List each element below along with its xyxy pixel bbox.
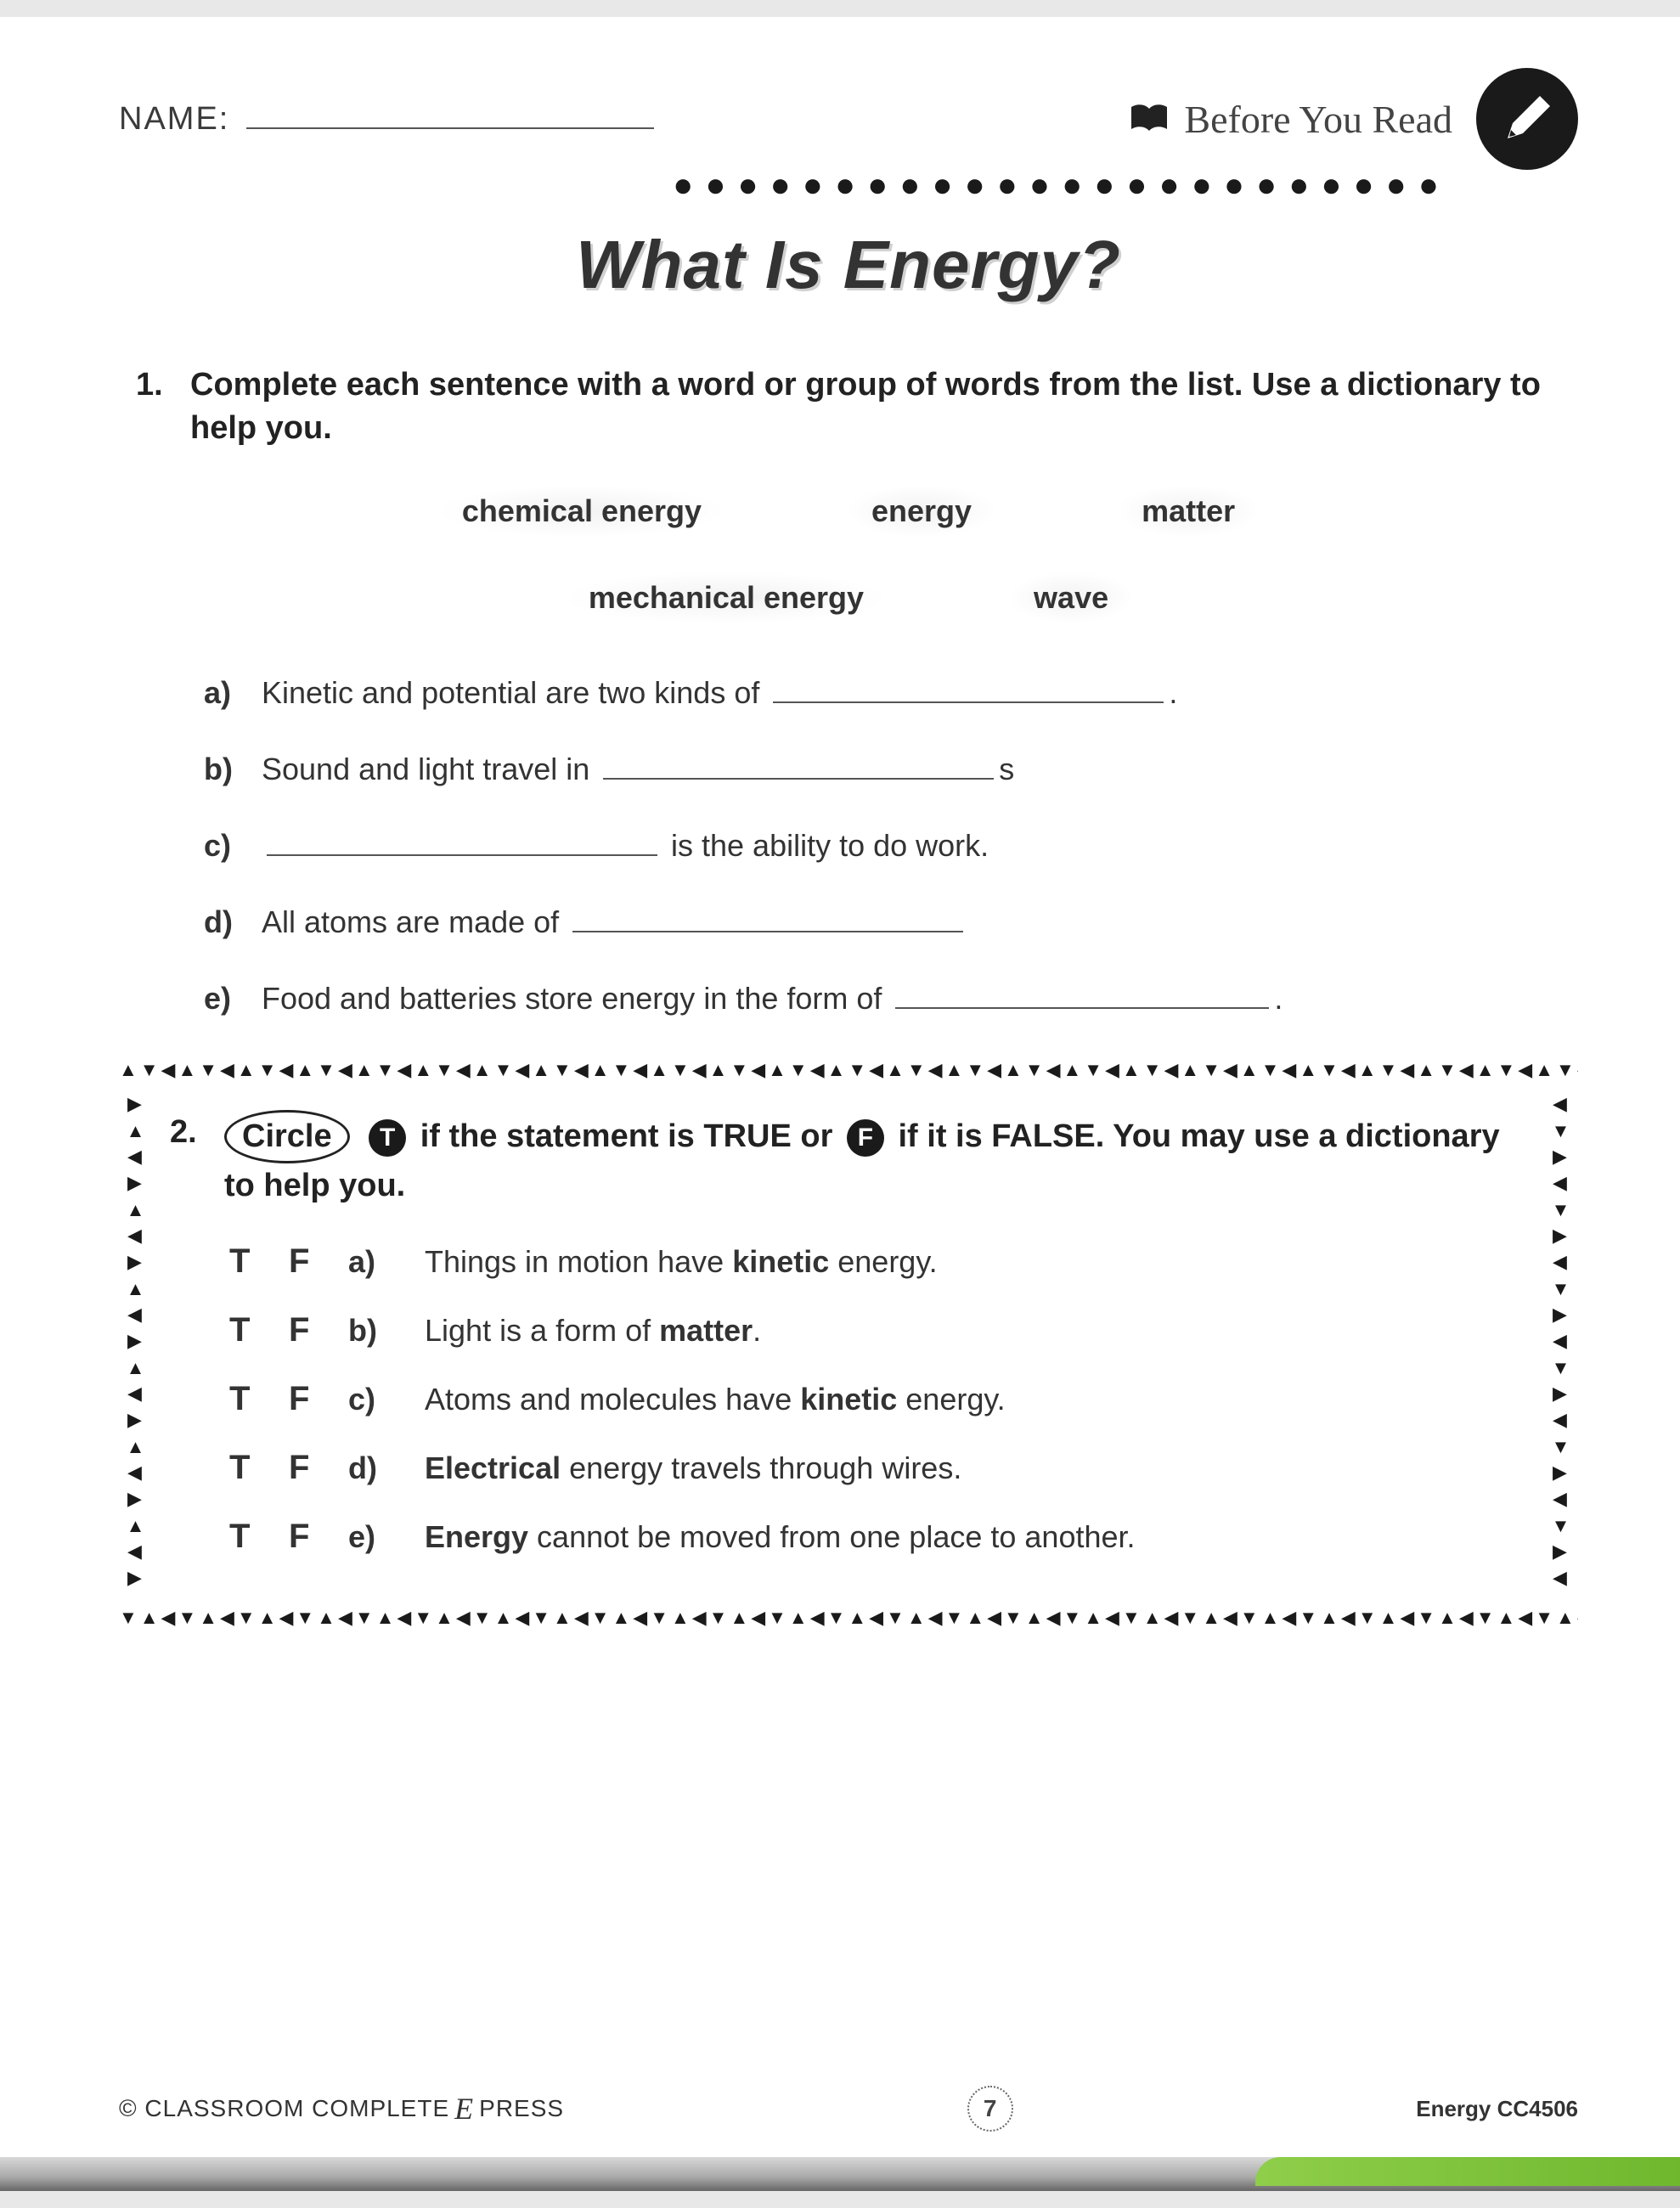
- item-label: e): [348, 1519, 391, 1555]
- tf-item-e: T F e) Energy cannot be moved from one p…: [229, 1518, 1527, 1556]
- name-label: NAME:: [119, 101, 229, 138]
- blank-line[interactable]: [572, 931, 963, 932]
- question-2-number: 2.: [170, 1110, 204, 1155]
- question-1: 1. Complete each sentence with a word or…: [136, 363, 1561, 1017]
- tf-item-c: T F c) Atoms and molecules have kinetic …: [229, 1380, 1527, 1418]
- publisher-logo-letter: E: [454, 2091, 474, 2126]
- triangle-border-right: ◀▼▶◀▼▶◀▼▶◀▼▶◀▼▶◀▼▶◀▼▶◀▼▶◀▼▶◀▼▶: [1551, 1084, 1571, 1603]
- false-option[interactable]: F: [289, 1449, 314, 1487]
- item-label: c): [204, 828, 245, 864]
- false-option[interactable]: F: [289, 1518, 314, 1556]
- true-option[interactable]: T: [229, 1311, 255, 1349]
- dotted-divider: ●●●●●●●●●●●●●●●●●●●●●●●●: [119, 178, 1451, 192]
- fill-item-c: c) is the ability to do work.: [204, 828, 1561, 864]
- fill-in-blanks: a) Kinetic and potential are two kinds o…: [204, 675, 1561, 1017]
- true-option[interactable]: T: [229, 1380, 255, 1418]
- true-option[interactable]: T: [229, 1449, 255, 1487]
- name-field: NAME:: [119, 101, 654, 138]
- tf-item-b: T F b) Light is a form of matter.: [229, 1311, 1527, 1349]
- triangle-border-bottom: ▼▲◀▼▲◀▼▲◀▼▲◀▼▲◀▼▲◀▼▲◀▼▲◀▼▲◀▼▲◀▼▲◀▼▲◀▼▲◀▼…: [119, 1607, 1578, 1629]
- true-option[interactable]: T: [229, 1518, 255, 1556]
- page-number: 7: [967, 2086, 1013, 2132]
- tf-item-a: T F a) Things in motion have kinetic ene…: [229, 1242, 1527, 1281]
- fill-item-e: e) Food and batteries store energy in th…: [204, 981, 1561, 1017]
- blank-line[interactable]: [773, 701, 1164, 703]
- item-text: is the ability to do work.: [262, 828, 989, 864]
- blank-line[interactable]: [603, 778, 994, 780]
- false-option[interactable]: F: [289, 1311, 314, 1349]
- page-title: What Is Energy?: [119, 226, 1578, 304]
- fill-item-b: b) Sound and light travel in s: [204, 752, 1561, 787]
- triangle-border-top: ▲▼◀▲▼◀▲▼◀▲▼◀▲▼◀▲▼◀▲▼◀▲▼◀▲▼◀▲▼◀▲▼◀▲▼◀▲▼◀▲…: [119, 1059, 1578, 1081]
- item-text: All atoms are made of: [262, 904, 968, 940]
- word-bank: chemical energy energy matter mechanical…: [238, 485, 1459, 624]
- word-bank-item: matter: [1116, 485, 1260, 538]
- item-label: b): [348, 1313, 391, 1349]
- item-label: d): [348, 1450, 391, 1486]
- false-badge-icon: F: [847, 1119, 884, 1157]
- worksheet-page: NAME: Before You Read ●●●●●●●●●●●●●●●●●●…: [0, 17, 1680, 2191]
- word-bank-item: energy: [846, 485, 997, 538]
- question-2-text: Circle T if the statement is TRUE or F i…: [224, 1110, 1527, 1208]
- page-header: NAME: Before You Read: [119, 68, 1578, 170]
- item-statement: Light is a form of matter.: [425, 1313, 761, 1349]
- blank-line[interactable]: [267, 854, 657, 856]
- item-statement: Things in motion have kinetic energy.: [425, 1244, 938, 1280]
- circle-instruction: Circle: [224, 1110, 350, 1163]
- true-badge-icon: T: [369, 1119, 406, 1157]
- item-label: b): [204, 752, 245, 787]
- false-option[interactable]: F: [289, 1380, 314, 1418]
- pencil-badge-icon: [1476, 68, 1578, 170]
- tf-item-d: T F d) Electrical energy travels through…: [229, 1449, 1527, 1487]
- false-option[interactable]: F: [289, 1242, 314, 1281]
- blank-line[interactable]: [895, 1007, 1269, 1009]
- section-indicator: Before You Read: [1130, 68, 1578, 170]
- true-false-items: T F a) Things in motion have kinetic ene…: [229, 1242, 1527, 1556]
- item-text: Sound and light travel in s: [262, 752, 1014, 787]
- true-option[interactable]: T: [229, 1242, 255, 1281]
- open-book-icon: [1130, 97, 1169, 142]
- word-bank-item: mechanical energy: [563, 572, 889, 624]
- item-statement: Energy cannot be moved from one place to…: [425, 1519, 1136, 1555]
- item-label: a): [348, 1244, 391, 1280]
- section-label: Before You Read: [1184, 97, 1452, 142]
- question-2-box: ▲▼◀▲▼◀▲▼◀▲▼◀▲▼◀▲▼◀▲▼◀▲▼◀▲▼◀▲▼◀▲▼◀▲▼◀▲▼◀▲…: [119, 1059, 1578, 1629]
- question-2-prompt: 2. Circle T if the statement is TRUE or …: [170, 1110, 1527, 1208]
- fill-item-d: d) All atoms are made of: [204, 904, 1561, 940]
- item-statement: Electrical energy travels through wires.: [425, 1450, 961, 1486]
- item-statement: Atoms and molecules have kinetic energy.: [425, 1382, 1006, 1417]
- question-1-number: 1.: [136, 363, 170, 451]
- item-label: a): [204, 675, 245, 711]
- item-label: d): [204, 904, 245, 940]
- name-blank-line[interactable]: [246, 127, 654, 129]
- item-label: e): [204, 981, 245, 1017]
- publisher-credit: © CLASSROOM COMPLETE E PRESS: [119, 2091, 564, 2126]
- document-reference: Energy CC4506: [1416, 2096, 1578, 2122]
- item-text: Kinetic and potential are two kinds of .: [262, 675, 1177, 711]
- question-1-prompt: 1. Complete each sentence with a word or…: [136, 363, 1561, 451]
- word-bank-item: chemical energy: [437, 485, 727, 538]
- word-bank-item: wave: [1008, 572, 1134, 624]
- page-footer: © CLASSROOM COMPLETE E PRESS 7 Energy CC…: [119, 2086, 1578, 2132]
- item-text: Food and batteries store energy in the f…: [262, 981, 1283, 1017]
- fill-item-a: a) Kinetic and potential are two kinds o…: [204, 675, 1561, 711]
- question-1-text: Complete each sentence with a word or gr…: [190, 363, 1561, 451]
- triangle-border-left: ▶▲◀▶▲◀▶▲◀▶▲◀▶▲◀▶▲◀▶▲◀▶▲◀▶▲◀▶▲◀: [126, 1084, 146, 1603]
- book-edge-tab: [1255, 2157, 1680, 2186]
- item-label: c): [348, 1382, 391, 1417]
